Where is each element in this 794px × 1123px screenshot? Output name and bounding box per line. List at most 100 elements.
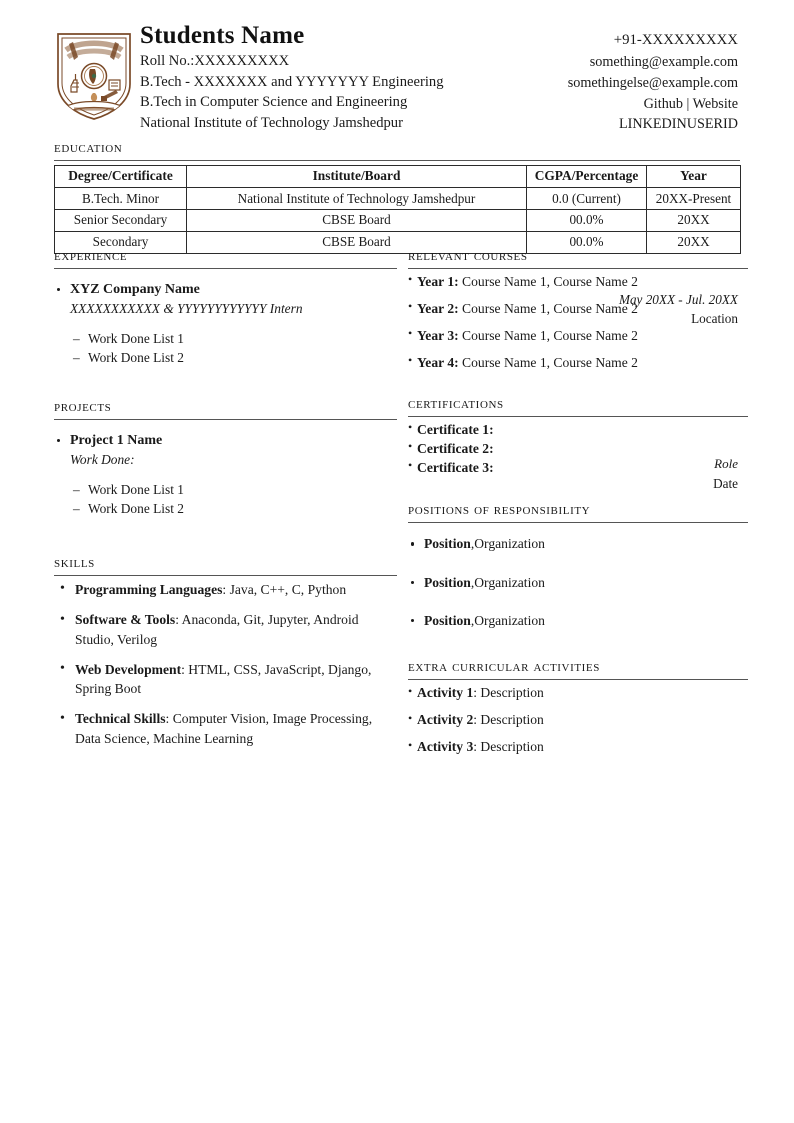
nit-jamshedpur-crest-icon: [52, 30, 136, 122]
position-title: Position: [424, 613, 471, 629]
experience-company: XYZ Company Name: [70, 281, 200, 297]
list-item: Year 4: Course Name 1, Course Name 2: [408, 353, 748, 372]
column-header-degree: Degree/Certificate: [54, 164, 187, 189]
skill-label: Software & Tools: [75, 612, 176, 628]
bullet-dot-icon: [411, 580, 415, 584]
activity-label: Activity 2: [417, 712, 474, 728]
position-title: Position: [424, 574, 471, 590]
section-rule: [54, 418, 397, 420]
course-year-label: Year 3:: [417, 327, 459, 343]
experience-date-location: May 20XX - Jul. 20XX Location: [619, 290, 738, 328]
course-names: Course Name 1, Course Name 2: [458, 300, 638, 316]
course-year-label: Year 2:: [417, 300, 459, 316]
project-entry: Project 1 Name Work Done: Work Done List…: [54, 432, 397, 518]
bullet-dot-icon: [57, 438, 61, 443]
cell-cgpa: 00.0%: [526, 230, 647, 254]
column-header-year: Year: [646, 164, 741, 189]
certificate-label: Certificate 1:: [417, 421, 494, 437]
positions-section: Positions of Responsibility Position,Org…: [408, 501, 748, 630]
position-organization: ,Organization: [470, 574, 545, 590]
experience-date: May 20XX - Jul. 20XX: [618, 292, 738, 307]
course-names: Course Name 1, Course Name 2: [458, 273, 638, 289]
list-item: Year 1: Course Name 1, Course Name 2: [408, 272, 748, 291]
column-header-cgpa: CGPA/Percentage: [526, 164, 647, 189]
list-item: Year 2: Course Name 1, Course Name 2: [408, 299, 748, 318]
position-date: Date: [713, 475, 738, 491]
experience-entry: XYZ Company Name XXXXXXXXXXX & YYYYYYYYY…: [54, 281, 397, 367]
position-entry: Position,Organization: [408, 574, 748, 592]
section-heading-projects: Projects: [54, 397, 112, 415]
certifications-list: Certificate 1: Certificate 2: Certificat…: [408, 420, 748, 477]
skill-value: : Anaconda, Git, Jupyter, Android Studio…: [75, 612, 359, 647]
profile-links[interactable]: Github | Website: [643, 95, 738, 112]
cell-year: 20XX: [646, 230, 741, 254]
section-heading-skills: Skills: [54, 553, 95, 571]
skills-list: Programming Languages: Java, C++, C, Pyt…: [54, 579, 397, 748]
section-heading-certifications: Certifications: [408, 394, 504, 412]
activity-description: : Description: [473, 712, 544, 728]
course-names: Course Name 1, Course Name 2: [458, 327, 638, 343]
table-row: B.Tech. Minor National Institute of Tech…: [54, 187, 741, 210]
list-item: Web Development: HTML, CSS, JavaScript, …: [54, 659, 397, 699]
certifications-section: Certifications Certificate 1: Certificat…: [408, 394, 748, 477]
bullet-dot-icon: [57, 287, 61, 292]
list-item: Certificate 1:: [408, 420, 748, 439]
resume-header: Students Name Roll No.:XXXXXXXXX B.Tech …: [0, 22, 794, 132]
section-heading-extra-curricular: Extra Curricular Activities: [408, 658, 600, 676]
position-role: Role: [714, 456, 738, 471]
cell-cgpa: 00.0%: [526, 208, 647, 232]
skill-value: : Java, C++, C, Python: [222, 581, 347, 597]
course-names: Course Name 1, Course Name 2: [458, 354, 638, 370]
email-primary[interactable]: something@example.com: [589, 53, 738, 70]
certificate-label: Certificate 2:: [417, 440, 494, 456]
list-item: Technical Skills: Computer Vision, Image…: [54, 709, 397, 748]
position-role-date: Role Date: [713, 455, 738, 493]
experience-section: Experience XYZ Company Name XXXXXXXXXXX …: [54, 247, 397, 367]
bullet-dot-icon: [411, 619, 415, 623]
list-item: Work Done List 2: [70, 348, 397, 367]
section-heading-relevant-courses: Relevant Courses: [408, 247, 528, 264]
position-line: Position,Organization: [424, 574, 748, 592]
skills-section: Skills Programming Languages: Java, C++,…: [54, 553, 397, 748]
cell-institute: CBSE Board: [186, 208, 527, 232]
list-item: Certificate 2:: [408, 439, 748, 458]
section-rule: [54, 267, 397, 269]
project-title: Project 1 Name: [70, 432, 163, 448]
activity-label: Activity 3: [417, 739, 474, 755]
left-column: Experience XYZ Company Name XXXXXXXXXXX …: [54, 247, 397, 759]
list-item: Activity 3: Description: [408, 738, 748, 756]
right-column: Relevant Courses Year 1: Course Name 1, …: [408, 247, 748, 765]
cell-year: 20XX-Present: [646, 187, 741, 210]
section-rule: [408, 522, 748, 524]
activity-label: Activity 1: [417, 685, 474, 701]
section-heading-education: Education: [54, 139, 123, 156]
section-rule: [408, 415, 748, 417]
column-header-institute: Institute/Board: [186, 164, 527, 189]
experience-role: XXXXXXXXXXX & YYYYYYYYYYYY Intern: [70, 300, 303, 316]
activities-list: Activity 1: Description Activity 2: Desc…: [408, 684, 748, 756]
degree-line: B.Tech - XXXXXXX and YYYYYYY Engineering: [140, 73, 444, 90]
table-row: Senior Secondary CBSE Board 00.0% 20XX: [54, 208, 741, 232]
section-rule: [408, 267, 748, 269]
section-heading-experience: Experience: [54, 247, 128, 264]
skill-label: Web Development: [75, 661, 182, 677]
header-contact: +91-XXXXXXXXX something@example.com some…: [408, 30, 738, 135]
position-line: Position,Organization: [424, 612, 748, 630]
position-entry: Position,Organization: [408, 612, 748, 630]
cell-degree: Secondary: [54, 230, 187, 254]
experience-location: Location: [691, 311, 738, 327]
education-section: Education Degree/Certificate Institute/B…: [54, 139, 741, 254]
email-secondary[interactable]: somethingelse@example.com: [567, 74, 738, 91]
list-item: Programming Languages: Java, C++, C, Pyt…: [54, 579, 397, 599]
candidate-name: Students Name: [140, 22, 305, 49]
skill-label: Programming Languages: [75, 581, 223, 597]
list-item: Activity 1: Description: [408, 684, 748, 702]
cell-institute: National Institute of Technology Jamshed…: [186, 187, 527, 210]
list-item: Work Done List 1: [70, 480, 397, 499]
position-entry: Position,Organization: [408, 535, 748, 553]
course-year-label: Year 1:: [417, 273, 459, 289]
skill-value: : HTML, CSS, JavaScript, Django, Spring …: [75, 661, 372, 697]
linkedin-id[interactable]: LINKEDINUSERID: [618, 116, 738, 133]
courses-list: Year 1: Course Name 1, Course Name 2 Yea…: [408, 272, 748, 372]
